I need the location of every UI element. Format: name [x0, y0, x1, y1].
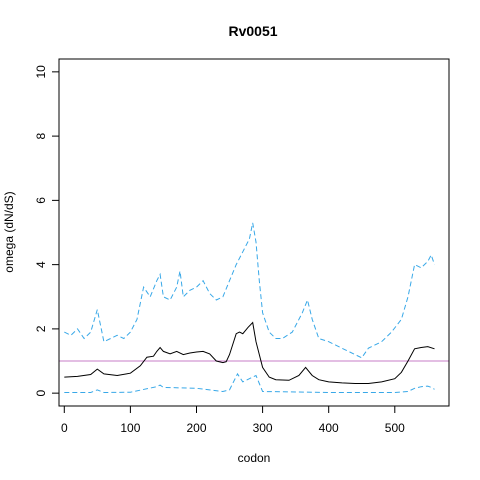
- series-line-lower-bound: [64, 372, 435, 394]
- y-tick-label: 6: [34, 197, 48, 204]
- y-tick-label: 8: [34, 132, 48, 139]
- series-line-upper-bound: [64, 222, 435, 359]
- y-tick-label: 4: [34, 261, 48, 268]
- x-axis: 0 100 200 300 400 500: [61, 405, 405, 435]
- x-tick-label: 100: [120, 421, 140, 435]
- x-tick-label: 400: [319, 421, 339, 435]
- y-axis-label: omega (dN/dS): [2, 191, 16, 272]
- x-tick-label: 300: [253, 421, 273, 435]
- y-axis: 0 2 4 6 8 10: [34, 65, 60, 396]
- plot-area: [59, 222, 449, 394]
- chart-title: Rv0051: [228, 23, 277, 39]
- y-tick-label: 2: [34, 325, 48, 332]
- x-axis-label: codon: [238, 451, 271, 465]
- y-tick-label: 0: [34, 389, 48, 396]
- y-tick-label: 10: [34, 65, 48, 79]
- x-tick-label: 200: [186, 421, 206, 435]
- x-tick-label: 0: [61, 421, 68, 435]
- x-tick-label: 500: [385, 421, 405, 435]
- series-line-estimate: [64, 321, 435, 384]
